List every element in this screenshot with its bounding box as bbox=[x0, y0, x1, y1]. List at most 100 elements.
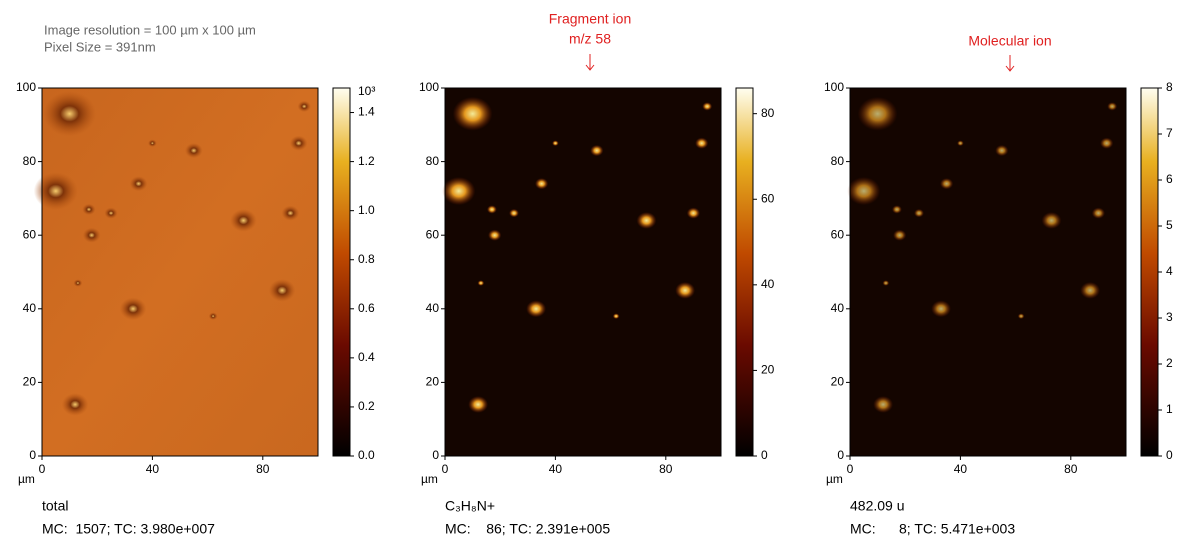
y-tick-label: 100 bbox=[419, 80, 439, 94]
y-tick-label: 40 bbox=[426, 301, 440, 315]
particle bbox=[695, 137, 709, 149]
image-frame bbox=[444, 87, 722, 457]
particle bbox=[1080, 281, 1101, 299]
particle bbox=[82, 203, 96, 216]
particle bbox=[891, 205, 902, 214]
y-tick-label: 60 bbox=[426, 227, 440, 241]
x-tick-label: 40 bbox=[549, 462, 563, 476]
particle bbox=[119, 297, 147, 321]
particle bbox=[612, 313, 620, 319]
y-tick-label: 80 bbox=[426, 154, 440, 168]
panel-stats: MC: 8; TC: 5.471e+003 bbox=[850, 521, 1015, 537]
image-frame bbox=[849, 87, 1127, 457]
particle bbox=[702, 102, 713, 111]
colorbar-tick-label: 6 bbox=[1166, 172, 1173, 186]
x-tick-label: 0 bbox=[39, 462, 46, 476]
y-tick-label: 20 bbox=[426, 375, 440, 389]
panel-stats: MC: 1507; TC: 3.980e+007 bbox=[42, 521, 215, 537]
particle bbox=[995, 144, 1009, 157]
particle bbox=[184, 143, 203, 159]
panel-name: total bbox=[42, 498, 68, 514]
image-frame bbox=[41, 87, 319, 457]
particle bbox=[289, 135, 308, 151]
particle bbox=[882, 280, 890, 286]
x-tick-label: 80 bbox=[1064, 462, 1078, 476]
y-tick-label: 40 bbox=[23, 301, 37, 315]
particle bbox=[33, 172, 78, 210]
particle bbox=[268, 279, 296, 302]
annotation: m/z 58 bbox=[569, 31, 611, 47]
particle bbox=[1041, 212, 1062, 229]
particle bbox=[590, 144, 604, 157]
y-tick-label: 100 bbox=[824, 80, 844, 94]
particle bbox=[857, 96, 898, 131]
y-tick-label: 80 bbox=[23, 154, 37, 168]
particle bbox=[939, 178, 954, 190]
y-tick-label: 100 bbox=[16, 80, 36, 94]
x-tick-label: 40 bbox=[954, 462, 968, 476]
x-tick-label: 0 bbox=[442, 462, 449, 476]
particle bbox=[534, 178, 549, 190]
particle bbox=[82, 227, 101, 243]
colorbar-tick-label: 7 bbox=[1166, 126, 1173, 140]
y-tick-label: 40 bbox=[831, 301, 845, 315]
annotation: Molecular ion bbox=[968, 33, 1051, 49]
colorbar-tick-label: 0.0 bbox=[358, 448, 375, 462]
colorbar-tick-label: 1 bbox=[1166, 402, 1173, 416]
colorbar-tick-label: 4 bbox=[1166, 264, 1173, 278]
particle bbox=[526, 300, 547, 318]
colorbar-tick-label: 80 bbox=[761, 106, 775, 120]
particle bbox=[847, 176, 881, 206]
particle bbox=[129, 176, 148, 192]
axis-unit: µm bbox=[421, 472, 438, 486]
particle bbox=[230, 209, 257, 232]
colorbar-tick-label: 20 bbox=[761, 363, 775, 377]
colorbar-tick-label: 60 bbox=[761, 191, 775, 205]
annotation: Fragment ion bbox=[549, 11, 631, 27]
arrow bbox=[585, 54, 595, 71]
colorbar-tick-label: 0 bbox=[1166, 448, 1173, 462]
x-tick-label: 80 bbox=[256, 462, 270, 476]
y-tick-label: 60 bbox=[831, 227, 845, 241]
colorbar-tick-label: 1.0 bbox=[358, 203, 375, 217]
y-tick-label: 20 bbox=[23, 375, 37, 389]
image-background bbox=[445, 88, 721, 456]
image-background bbox=[42, 88, 318, 456]
particle bbox=[873, 396, 894, 413]
particle bbox=[297, 100, 311, 113]
particle bbox=[281, 205, 300, 221]
y-tick-label: 60 bbox=[23, 227, 37, 241]
panel-stats: MC: 86; TC: 2.391e+005 bbox=[445, 521, 610, 537]
colorbar-tick-label: 3 bbox=[1166, 310, 1173, 324]
particle bbox=[104, 207, 118, 219]
axis-unit: µm bbox=[826, 472, 843, 486]
arrow bbox=[1005, 55, 1015, 72]
colorbar-tick-label: 0 bbox=[761, 448, 768, 462]
colorbar-tick-label: 1.4 bbox=[358, 105, 375, 119]
y-tick-label: 0 bbox=[837, 448, 844, 462]
colorbar-tick-label: 0.4 bbox=[358, 350, 375, 364]
particle bbox=[468, 396, 489, 413]
particle bbox=[488, 229, 502, 241]
header-line: Pixel Size = 391nm bbox=[44, 39, 156, 54]
particle bbox=[675, 281, 696, 299]
image-background bbox=[850, 88, 1126, 456]
colorbar-multiplier: 10³ bbox=[358, 84, 375, 98]
x-tick-label: 80 bbox=[659, 462, 673, 476]
particle bbox=[893, 229, 907, 241]
colorbar-tick-label: 0.8 bbox=[358, 252, 375, 266]
colorbar bbox=[332, 87, 351, 457]
particle bbox=[73, 279, 83, 287]
panel-name: C₃H₈N+ bbox=[445, 498, 495, 514]
image-panel bbox=[33, 87, 319, 457]
particle bbox=[43, 91, 97, 137]
colorbar-tick-label: 1.2 bbox=[358, 154, 375, 168]
y-tick-label: 0 bbox=[432, 448, 439, 462]
particle bbox=[442, 176, 476, 206]
particle bbox=[914, 208, 924, 218]
y-tick-label: 0 bbox=[29, 448, 36, 462]
particle bbox=[1091, 207, 1106, 219]
colorbar-tick-label: 8 bbox=[1166, 80, 1173, 94]
colorbar-tick-label: 40 bbox=[761, 277, 775, 291]
